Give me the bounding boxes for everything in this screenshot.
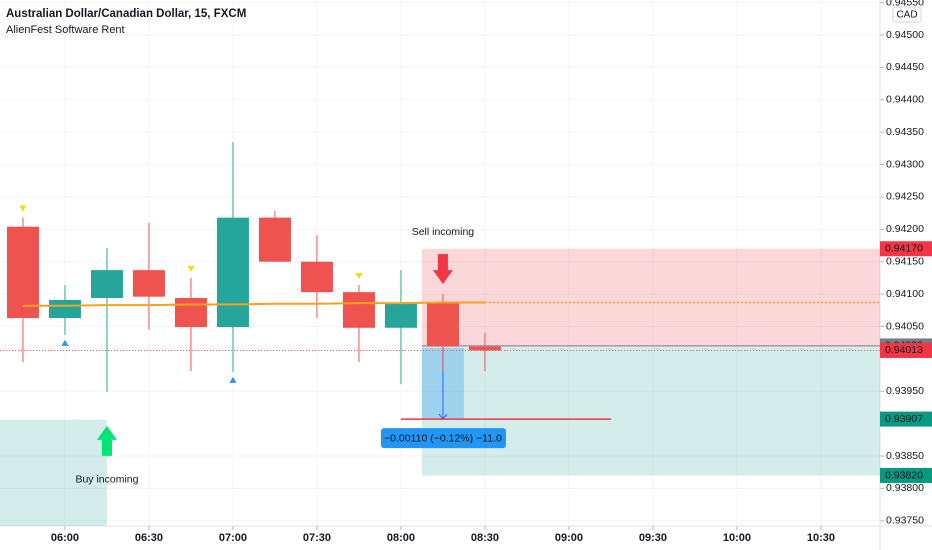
y-tick-label: 0.93750 <box>886 515 924 527</box>
price-label-bg <box>880 241 932 257</box>
sell-arrow <box>432 254 453 285</box>
y-tick-label: 0.94550 <box>886 0 924 8</box>
candle-body <box>468 346 501 351</box>
price-label-bg <box>880 467 932 483</box>
y-tick-label: 0.93800 <box>886 482 924 494</box>
currency-box <box>892 6 922 23</box>
y-tick-label: 0.94350 <box>886 126 924 138</box>
price-label: 0.93820 <box>885 469 923 481</box>
chart-subtitle: AlienFest Software Rent <box>6 24 125 36</box>
y-tick-label: 0.94100 <box>886 288 924 300</box>
price-label: 0.93907 <box>885 413 923 425</box>
sell-label: Sell incoming <box>412 226 475 238</box>
x-tick-label: 07:30 <box>303 532 331 544</box>
candle-body <box>216 217 249 328</box>
up-marker <box>61 339 69 346</box>
x-tick-label: 09:00 <box>555 532 583 544</box>
x-tick-label: 10:00 <box>723 532 751 544</box>
x-tick-label: 09:30 <box>639 532 667 544</box>
y-tick-label: 0.94400 <box>886 94 924 106</box>
x-tick-label: 08:00 <box>387 532 415 544</box>
chart-title: Australian Dollar/Canadian Dollar, 15, F… <box>6 8 246 20</box>
price-label-bg <box>880 342 932 358</box>
x-tick-label: 06:30 <box>135 532 163 544</box>
currency: CAD <box>896 10 917 21</box>
candle-body <box>6 226 39 319</box>
candle-body <box>342 292 375 328</box>
target-zone <box>421 345 880 476</box>
candle-body <box>258 217 291 262</box>
y-tick-label: 0.94200 <box>886 223 924 235</box>
candle-body <box>426 303 459 347</box>
stop-zone <box>421 248 880 346</box>
price-label: 0.94013 <box>885 344 923 356</box>
candle-body <box>90 270 123 298</box>
x-tick-label: 07:00 <box>219 532 247 544</box>
down-marker <box>355 273 363 280</box>
candle-body <box>48 299 81 319</box>
measure-label: −0.00110 (−0.12%) −11.0 <box>384 432 502 444</box>
buy-zone <box>0 419 107 526</box>
y-tick-label: 0.93850 <box>886 450 924 462</box>
y-tick-label: 0.94450 <box>886 61 924 73</box>
x-tick-label: 06:00 <box>51 532 79 544</box>
price-label-bg <box>880 411 932 427</box>
down-marker <box>187 265 195 272</box>
moving-average <box>22 301 485 307</box>
candle-body <box>300 261 333 293</box>
y-tick-label: 0.94150 <box>886 255 924 267</box>
price-label: 0.94170 <box>885 243 923 255</box>
y-tick-label: 0.94250 <box>886 191 924 203</box>
candle-body <box>132 270 165 297</box>
y-tick-label: 0.94300 <box>886 158 924 170</box>
up-marker <box>229 376 237 383</box>
candle-body <box>384 303 417 328</box>
x-tick-label: 10:30 <box>807 532 835 544</box>
y-tick-label: 0.94500 <box>886 29 924 41</box>
x-tick-label: 08:30 <box>471 532 499 544</box>
y-tick-label: 0.94050 <box>886 320 924 332</box>
candle-body <box>174 297 207 328</box>
y-tick-label: 0.93950 <box>886 385 924 397</box>
buy-label: Buy incoming <box>75 474 138 486</box>
buy-arrow <box>96 425 117 456</box>
measure-label-bg <box>380 428 506 449</box>
down-marker <box>19 205 27 212</box>
